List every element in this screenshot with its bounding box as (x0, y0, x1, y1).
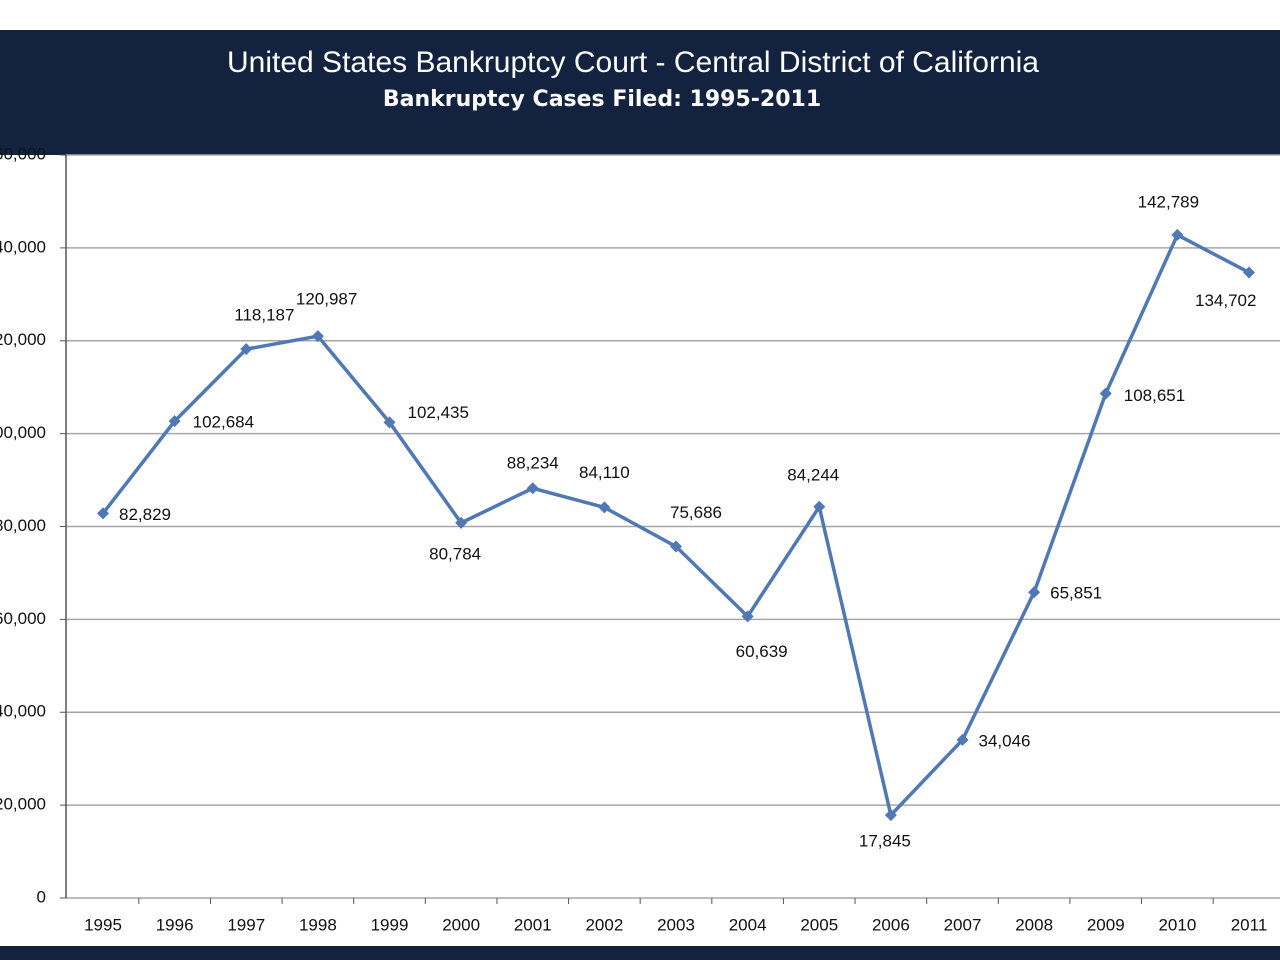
data-label: 88,234 (507, 454, 559, 473)
y-tick-label: 0 (37, 887, 46, 906)
y-tick-label: 40,000 (0, 702, 46, 721)
y-tick-label: 80,000 (0, 516, 46, 535)
data-label: 134,702 (1195, 291, 1256, 310)
x-tick-label: 2003 (657, 915, 695, 934)
x-tick-label: 1998 (299, 915, 337, 934)
marker (1171, 228, 1184, 241)
y-tick-label: 140,000 (0, 237, 46, 256)
marker (311, 330, 324, 343)
marker (1099, 387, 1112, 400)
x-tick-label: 2008 (1015, 915, 1053, 934)
x-tick-label: 2005 (800, 915, 838, 934)
data-label: 84,244 (787, 465, 839, 484)
y-tick-label: 60,000 (0, 609, 46, 628)
x-tick-label: 2001 (514, 915, 552, 934)
data-label: 108,651 (1124, 386, 1185, 405)
y-tick-label: 160,000 (0, 144, 46, 163)
data-label: 142,789 (1138, 192, 1199, 211)
marker (813, 500, 826, 513)
data-label: 80,784 (429, 544, 481, 563)
marker (97, 507, 109, 520)
y-tick-label: 100,000 (0, 423, 46, 442)
x-tick-label: 2006 (872, 915, 910, 934)
data-label: 75,686 (670, 503, 722, 522)
data-label: 84,110 (579, 463, 630, 482)
x-tick-label: 1996 (156, 915, 194, 934)
marker (884, 809, 897, 822)
y-tick-label: 120,000 (0, 330, 46, 349)
x-tick-label: 2009 (1087, 915, 1125, 934)
data-label: 65,851 (1050, 584, 1102, 603)
marker (455, 516, 468, 529)
marker (240, 343, 253, 356)
header-band (0, 30, 1280, 155)
x-tick-label: 2000 (442, 915, 480, 934)
data-label: 120,987 (296, 290, 357, 309)
marker (1028, 586, 1041, 599)
x-tick-label: 1995 (84, 915, 122, 934)
data-label: 34,046 (979, 731, 1031, 750)
marker (1243, 266, 1255, 279)
marker (598, 501, 611, 514)
x-tick-label: 1997 (227, 915, 265, 934)
x-tick-label: 2004 (729, 915, 767, 934)
x-tick-label: 2010 (1158, 915, 1196, 934)
x-tick-label: 2002 (585, 915, 623, 934)
marker (956, 733, 969, 746)
marker (526, 482, 539, 495)
footer-band (0, 946, 1280, 960)
data-label: 118,187 (234, 306, 294, 325)
data-label: 82,829 (119, 505, 171, 524)
data-label: 60,639 (736, 642, 788, 661)
chart-title: United States Bankruptcy Court - Central… (227, 46, 1039, 79)
x-tick-label: 2007 (944, 915, 982, 934)
marker (670, 540, 682, 553)
y-tick-label: 20,000 (0, 795, 46, 814)
data-label: 102,435 (408, 403, 469, 422)
x-tick-label: 1999 (371, 915, 409, 934)
data-label: 17,845 (859, 832, 911, 851)
chart-subtitle: Bankruptcy Cases Filed: 1995-2011 (383, 87, 821, 112)
marker (383, 416, 396, 429)
x-tick-label: 2011 (1231, 915, 1268, 934)
marker (741, 610, 754, 623)
data-label: 102,684 (193, 413, 254, 432)
marker (168, 415, 181, 428)
